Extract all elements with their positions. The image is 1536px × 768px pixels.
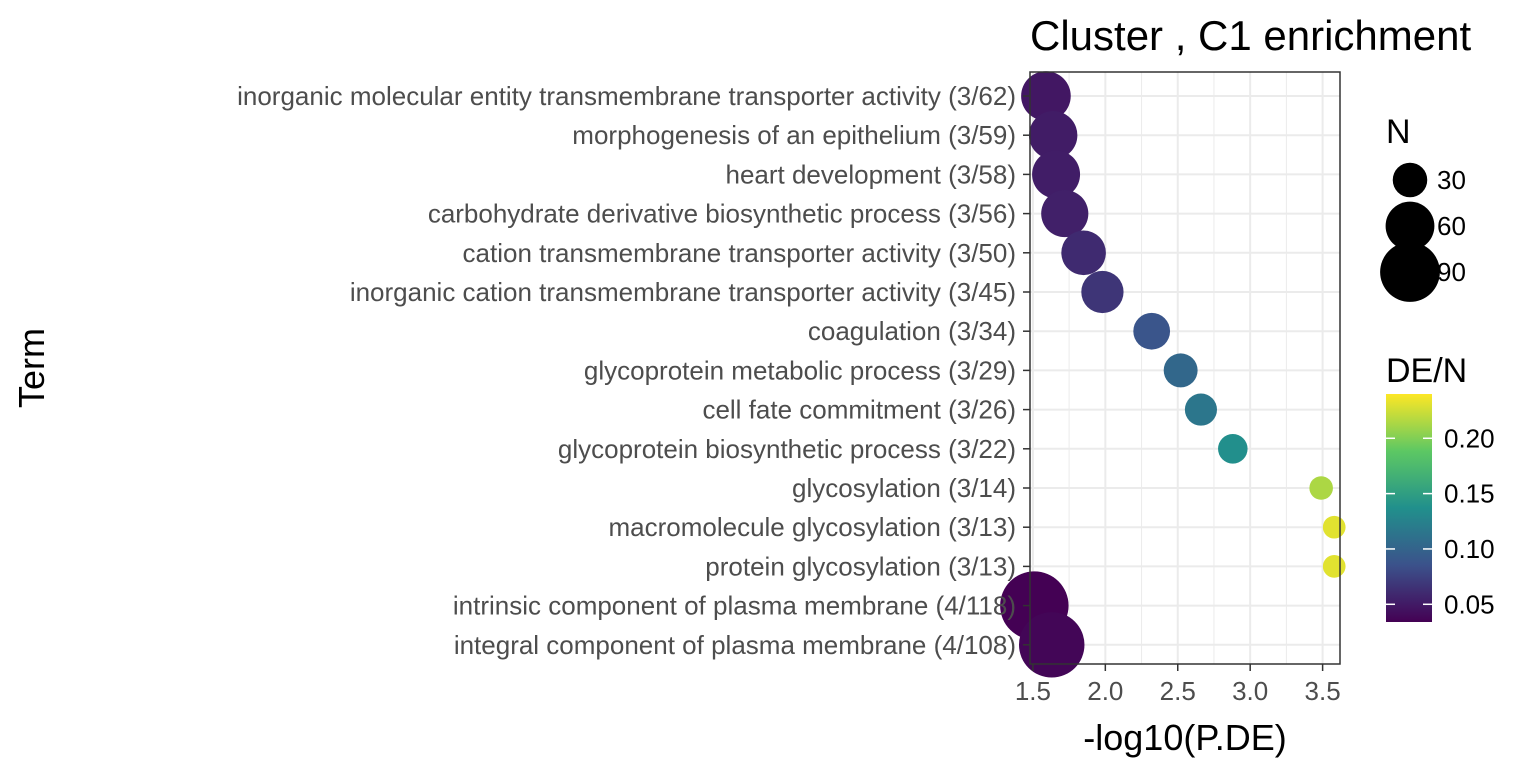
grid-lines: [1030, 72, 1340, 664]
x-tick-label: 1.5: [1015, 676, 1051, 706]
y-tick-label: cell fate commitment (3/26): [702, 395, 1016, 425]
y-tick-label: integral component of plasma membrane (4…: [454, 630, 1016, 660]
panel-border: [1029, 71, 1341, 665]
y-tick-label: carbohydrate derivative biosynthetic pro…: [428, 199, 1016, 229]
size-legend-title: N: [1386, 113, 1411, 151]
y-tick-label: glycosylation (3/14): [792, 473, 1016, 503]
colorbar: [1386, 394, 1432, 622]
data-point: [1081, 270, 1124, 314]
data-point: [1021, 71, 1071, 121]
colorbar-label: 0.05: [1444, 589, 1495, 619]
y-axis-title: Term: [11, 328, 52, 408]
y-tick-label: intrinsic component of plasma membrane (…: [453, 591, 1016, 621]
data-point: [1322, 515, 1346, 539]
size-legend-label: 30: [1437, 165, 1466, 195]
color-legend: DE/N 0.05 0.10 0.15 0.20: [1386, 352, 1495, 622]
x-tick-label: 2.5: [1160, 676, 1196, 706]
data-point: [1061, 230, 1106, 276]
y-tick-label: glycoprotein metabolic process (3/29): [584, 355, 1016, 385]
x-tick-label: 2.0: [1087, 676, 1123, 706]
color-legend-title: DE/N: [1386, 352, 1467, 390]
y-tick-label: coagulation (3/34): [808, 316, 1016, 346]
size-legend-key: [1380, 242, 1440, 302]
data-point: [1133, 312, 1171, 350]
x-tick-label: 3.0: [1232, 676, 1268, 706]
size-legend-label: 60: [1437, 211, 1466, 241]
y-tick-label: morphogenesis of an epithelium (3/59): [572, 120, 1016, 150]
y-tick-label: inorganic molecular entity transmembrane…: [237, 81, 1016, 111]
data-point: [1184, 393, 1217, 426]
x-tick-label: 3.5: [1305, 676, 1341, 706]
y-tick-label: heart development (3/58): [725, 159, 1016, 189]
data-point: [1028, 111, 1078, 160]
data-point: [1309, 476, 1333, 500]
plot-panel: [1000, 71, 1346, 678]
data-point: [1041, 190, 1089, 238]
colorbar-label: 0.20: [1444, 423, 1495, 453]
data-point: [1322, 555, 1346, 578]
y-tick-label: cation transmembrane transporter activit…: [463, 238, 1016, 268]
data-point: [1163, 353, 1198, 388]
y-tick-label: protein glycosylation (3/13): [705, 551, 1016, 581]
data-point: [1218, 434, 1248, 464]
data-point: [1018, 612, 1085, 678]
y-tick-label: glycoprotein biosynthetic process (3/22): [558, 434, 1016, 464]
size-legend: N 30 60 90: [1380, 113, 1466, 302]
chart-title: Cluster , C1 enrichment: [1030, 12, 1471, 59]
size-legend-label: 90: [1437, 257, 1466, 287]
data-point: [1032, 150, 1081, 199]
colorbar-label: 0.10: [1444, 534, 1495, 564]
colorbar-label: 0.15: [1444, 479, 1495, 509]
y-tick-label: inorganic cation transmembrane transport…: [350, 277, 1016, 307]
x-axis-title: -log10(P.DE): [1083, 717, 1286, 758]
y-tick-label: macromolecule glycosylation (3/13): [608, 512, 1016, 542]
size-legend-key: [1392, 162, 1428, 198]
size-legend-key: [1385, 201, 1435, 251]
y-axis: inorganic molecular entity transmembrane…: [237, 81, 1030, 660]
x-axis: 1.5 2.0 2.5 3.0 3.5: [1015, 664, 1341, 706]
